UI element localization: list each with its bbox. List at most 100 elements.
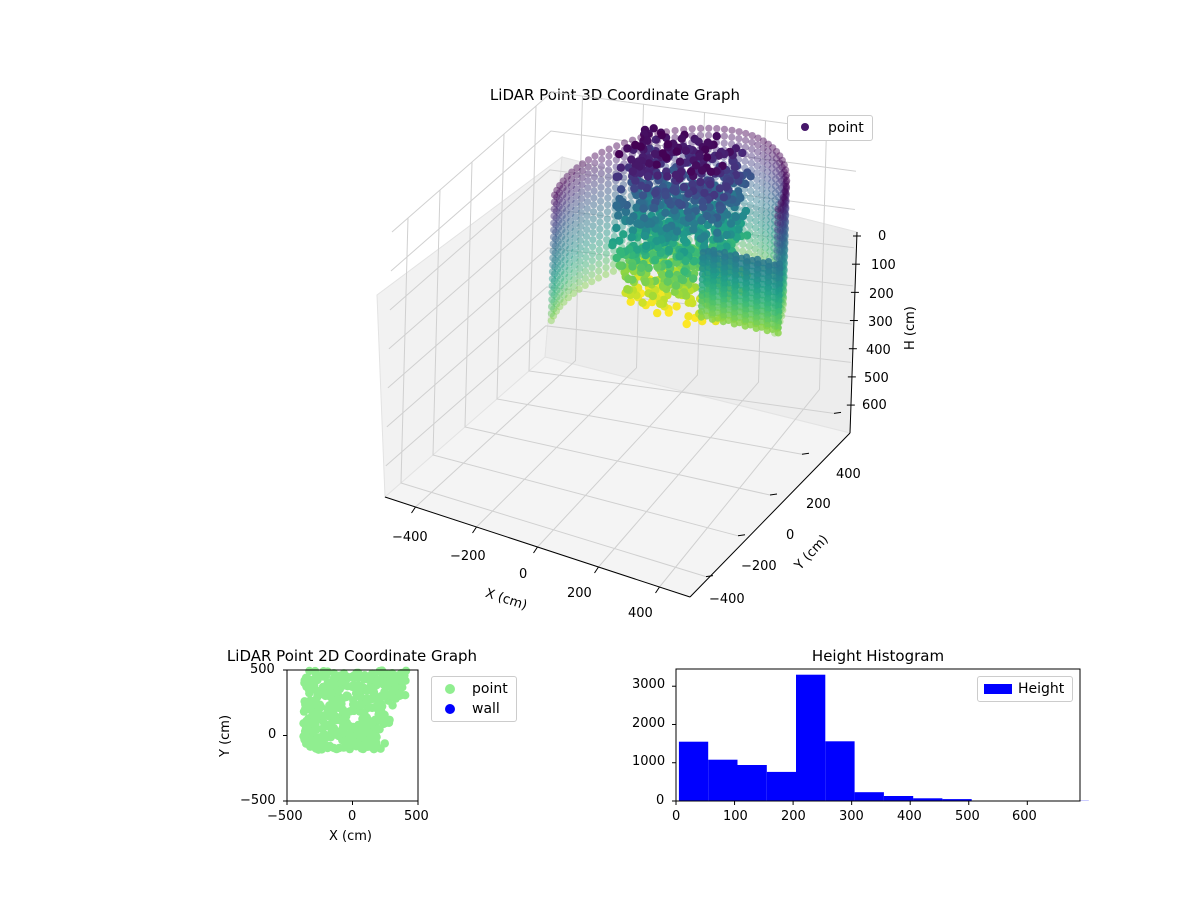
chart3d-point [637, 134, 645, 142]
chart3d-point [742, 274, 751, 282]
chart3d-point [782, 178, 790, 186]
chart2d-point [352, 742, 361, 751]
chart3d-point [554, 244, 562, 252]
chart3d-point [753, 281, 762, 290]
chart3d-tick-marks [411, 235, 861, 594]
chart3d-point [741, 157, 749, 165]
chart3d-point [742, 301, 750, 309]
chart3d-point [728, 140, 736, 148]
chart3d-point [695, 152, 704, 161]
chart2d-xtick-label: −500 [267, 809, 303, 824]
chart3d-point [688, 132, 696, 140]
chart3d-point [758, 199, 766, 207]
chart3d-point [774, 214, 782, 222]
chart3d-point [696, 177, 705, 187]
chart3d-point [715, 184, 724, 193]
chart3d-point [764, 140, 772, 148]
chart3d-point [776, 234, 784, 242]
chart3d-point [701, 145, 710, 154]
chart3d-ytick-label: −400 [709, 592, 745, 607]
chart3d-point [561, 235, 570, 243]
chart3d-point [556, 182, 564, 190]
chart3d-gridline [464, 161, 771, 496]
chart3d-point [741, 164, 749, 172]
chart3d-point [779, 200, 787, 208]
histogram-bar [737, 765, 767, 801]
chart3d-point [776, 152, 784, 160]
chart3d-point [743, 268, 751, 276]
chart3d-point [569, 289, 578, 297]
chart3d-point [780, 214, 789, 222]
chart3d-point [754, 134, 762, 142]
chart3d-point [720, 139, 728, 147]
chart3d-point [764, 147, 772, 155]
chart3d-point [746, 215, 754, 223]
chart3d-point [710, 256, 718, 264]
chart3d-point [690, 134, 699, 144]
chart3d-point [576, 236, 585, 245]
chart3d-point [728, 126, 736, 134]
chart3d-point [731, 144, 741, 153]
chart3d-point [721, 258, 729, 266]
chart3d-point [770, 251, 778, 259]
chart3d-point [741, 322, 749, 330]
chart3d-point [595, 239, 604, 247]
chart3d-point [698, 281, 706, 289]
chart3d-point [548, 289, 556, 297]
chart3d-point [709, 288, 717, 296]
chart3d-point [781, 207, 789, 215]
chart3d-point [679, 235, 689, 245]
chart3d-point [582, 239, 590, 248]
chart3d-point [584, 163, 592, 171]
chart3d-point [550, 298, 558, 306]
chart3d-point [596, 232, 604, 240]
chart3d-point [762, 230, 770, 238]
chart3d-point [698, 275, 706, 283]
chart2d-point [380, 739, 389, 748]
chart3d-point [568, 175, 576, 183]
chart3d-point [781, 239, 789, 247]
chart3d-point [780, 228, 788, 236]
chart3d-point [778, 237, 786, 245]
chart3d-point [689, 274, 698, 283]
chart3d-point [555, 189, 564, 197]
chart3d-point [763, 202, 771, 210]
chart3d-point [705, 203, 714, 212]
chart3d-point [778, 244, 786, 252]
histogram-bar [708, 759, 738, 801]
chart3d-title: LiDAR Point 3D Coordinate Graph [489, 86, 741, 104]
chart3d-point [578, 174, 586, 182]
chart2d-point [381, 669, 390, 678]
chart3d-point [638, 191, 648, 200]
chart3d-point [767, 213, 775, 221]
chart3d-point [553, 193, 561, 201]
chart3d-point [620, 146, 629, 154]
chart3d-point [557, 240, 566, 248]
chart3d-point [558, 233, 566, 241]
chart3d-point [712, 132, 721, 141]
chart3d-point [772, 274, 780, 282]
chart3d-point [653, 262, 662, 271]
chart2d-point [303, 725, 312, 735]
chart3d-point [776, 239, 784, 247]
chart3d-point [605, 152, 613, 160]
chart3d-point [578, 160, 587, 168]
chart3d-point [768, 157, 776, 166]
chart3d-point [726, 219, 736, 228]
chart3d-point [780, 236, 788, 244]
chart2d-title: LiDAR Point 2D Coordinate Graph [226, 647, 478, 665]
chart3d-point [777, 199, 785, 207]
chart3d-point [782, 199, 790, 207]
chart3d-point [647, 297, 657, 307]
chart3d-point [745, 242, 753, 250]
chart3d-point [688, 180, 697, 189]
chart3d-point [738, 148, 747, 158]
chart3d-point [720, 301, 728, 310]
chart3d-point [698, 297, 706, 305]
chart3d-ytick-label: 200 [806, 497, 831, 512]
chart3d-point [691, 161, 701, 170]
chart3d-point [672, 302, 681, 311]
chart3d-point [739, 240, 747, 248]
chart3d-point [771, 315, 779, 323]
histogram-legend: Height [977, 676, 1074, 702]
